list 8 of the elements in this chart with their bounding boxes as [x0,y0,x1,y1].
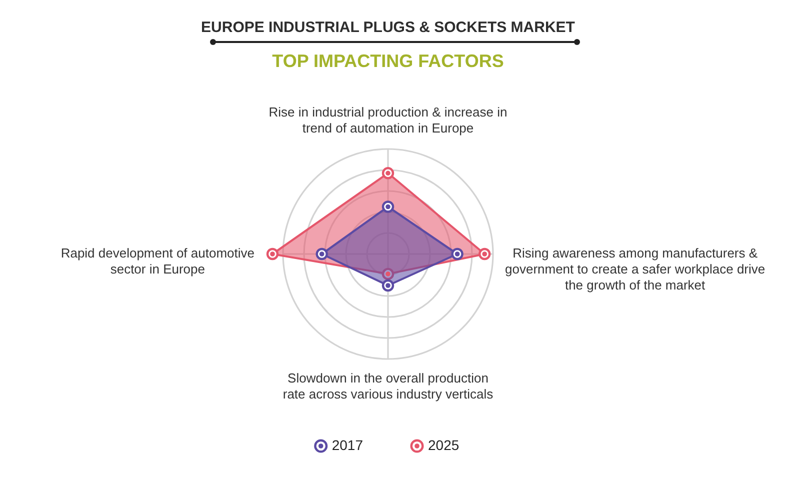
chart-title: EUROPE INDUSTRIAL PLUGS & SOCKETS MARKET [201,19,575,36]
legend-label: 2017 [332,436,364,453]
spoke-label: Rising awareness among manufacturers & government to create a safer workplace drive the growth of the market [504,246,766,293]
spoke-label: Rapid development of automotive sector in Europe [60,246,255,277]
chart-subtitle: TOP IMPACTING FACTORS [272,50,504,71]
legend-label: 2025 [428,436,460,453]
spoke-label: Rise in industrial production & increase in trend of automation in Europe [268,104,508,136]
spoke-label: Slowdown in the overall production rate across various industry verticals [282,370,494,402]
